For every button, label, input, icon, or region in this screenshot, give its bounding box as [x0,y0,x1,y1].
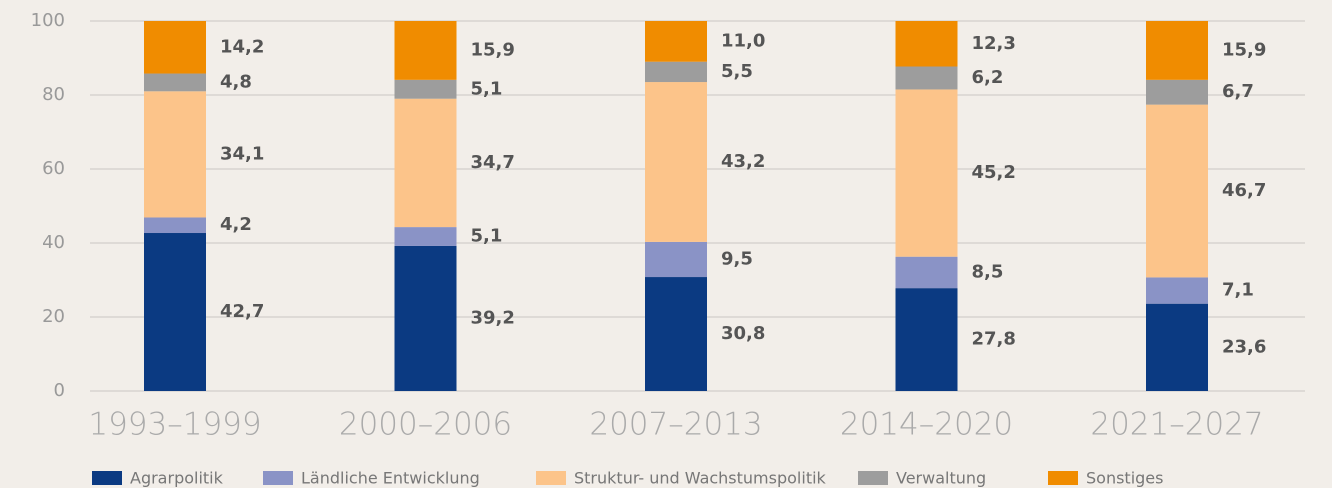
y-tick-label: 80 [42,84,65,105]
value-label: 15,9 [471,39,515,60]
bar-segment [394,98,457,228]
y-tick-label: 20 [42,306,65,327]
value-label: 9,5 [721,248,753,269]
legend-swatch [92,471,122,485]
legend-label: Ländliche Entwicklung [301,469,480,488]
legend-swatch [1048,471,1078,485]
bar-segment [645,82,707,242]
y-tick-label: 60 [42,158,65,179]
bar-segment [394,21,457,80]
bar-segment [1146,21,1208,80]
bar-segment [1146,303,1208,391]
bar-segment [144,91,206,218]
value-label: 4,2 [220,214,252,235]
bar-segment [144,21,206,74]
value-label: 15,9 [1222,39,1266,60]
bar-segment [1146,277,1208,304]
bar-segment [394,227,457,246]
y-tick-label: 40 [42,232,65,253]
bar-segment [895,89,958,257]
value-label: 39,2 [471,307,515,328]
legend-swatch [263,471,293,485]
x-tick-label: 1993–1999 [88,407,261,443]
value-label: 4,8 [220,71,252,92]
bar-segment [394,245,457,391]
value-label: 5,1 [471,78,503,99]
value-label: 27,8 [972,329,1016,350]
legend-label: Sonstiges [1086,469,1163,488]
value-label: 30,8 [721,323,765,344]
value-label: 5,1 [471,226,503,247]
x-tick-label: 2014–2020 [840,407,1013,443]
x-tick-label: 2007–2013 [589,407,762,443]
value-label: 45,2 [972,162,1016,183]
value-label: 42,7 [220,301,264,322]
bar-segment [144,73,206,92]
value-label: 34,1 [220,143,264,164]
bar-segment [645,241,707,278]
bar-segment [1146,104,1208,278]
bar-segment [895,66,958,90]
value-label: 34,7 [471,152,515,173]
value-label: 8,5 [972,261,1004,282]
bar-segment [895,256,958,289]
value-label: 11,0 [721,30,765,51]
bar-segment [1146,79,1208,105]
bar-segment [645,61,707,83]
value-label: 12,3 [972,33,1016,54]
y-tick-label: 100 [31,10,65,31]
bar-segment [144,233,206,391]
value-label: 46,7 [1222,180,1266,201]
x-tick-label: 2000–2006 [339,407,512,443]
bar-segment [895,21,958,67]
value-label: 14,2 [220,36,264,57]
value-label: 7,1 [1222,280,1254,301]
bar-segment [645,21,707,62]
bar-segment [394,79,457,99]
bar-segment [144,217,206,234]
x-tick-label: 2021–2027 [1090,407,1263,443]
legend-label: Struktur- und Wachstumspolitik [574,469,827,488]
legend-label: Agrarpolitik [130,469,224,488]
legend-label: Verwaltung [896,469,986,488]
value-label: 6,2 [972,67,1004,88]
value-label: 5,5 [721,61,753,82]
legend-swatch [858,471,888,485]
bar-segment [645,277,707,391]
y-tick-label: 0 [54,380,65,401]
legend-swatch [536,471,566,485]
value-label: 23,6 [1222,336,1266,357]
bar-segment [895,288,958,391]
value-label: 6,7 [1222,81,1254,102]
value-label: 43,2 [721,151,765,172]
